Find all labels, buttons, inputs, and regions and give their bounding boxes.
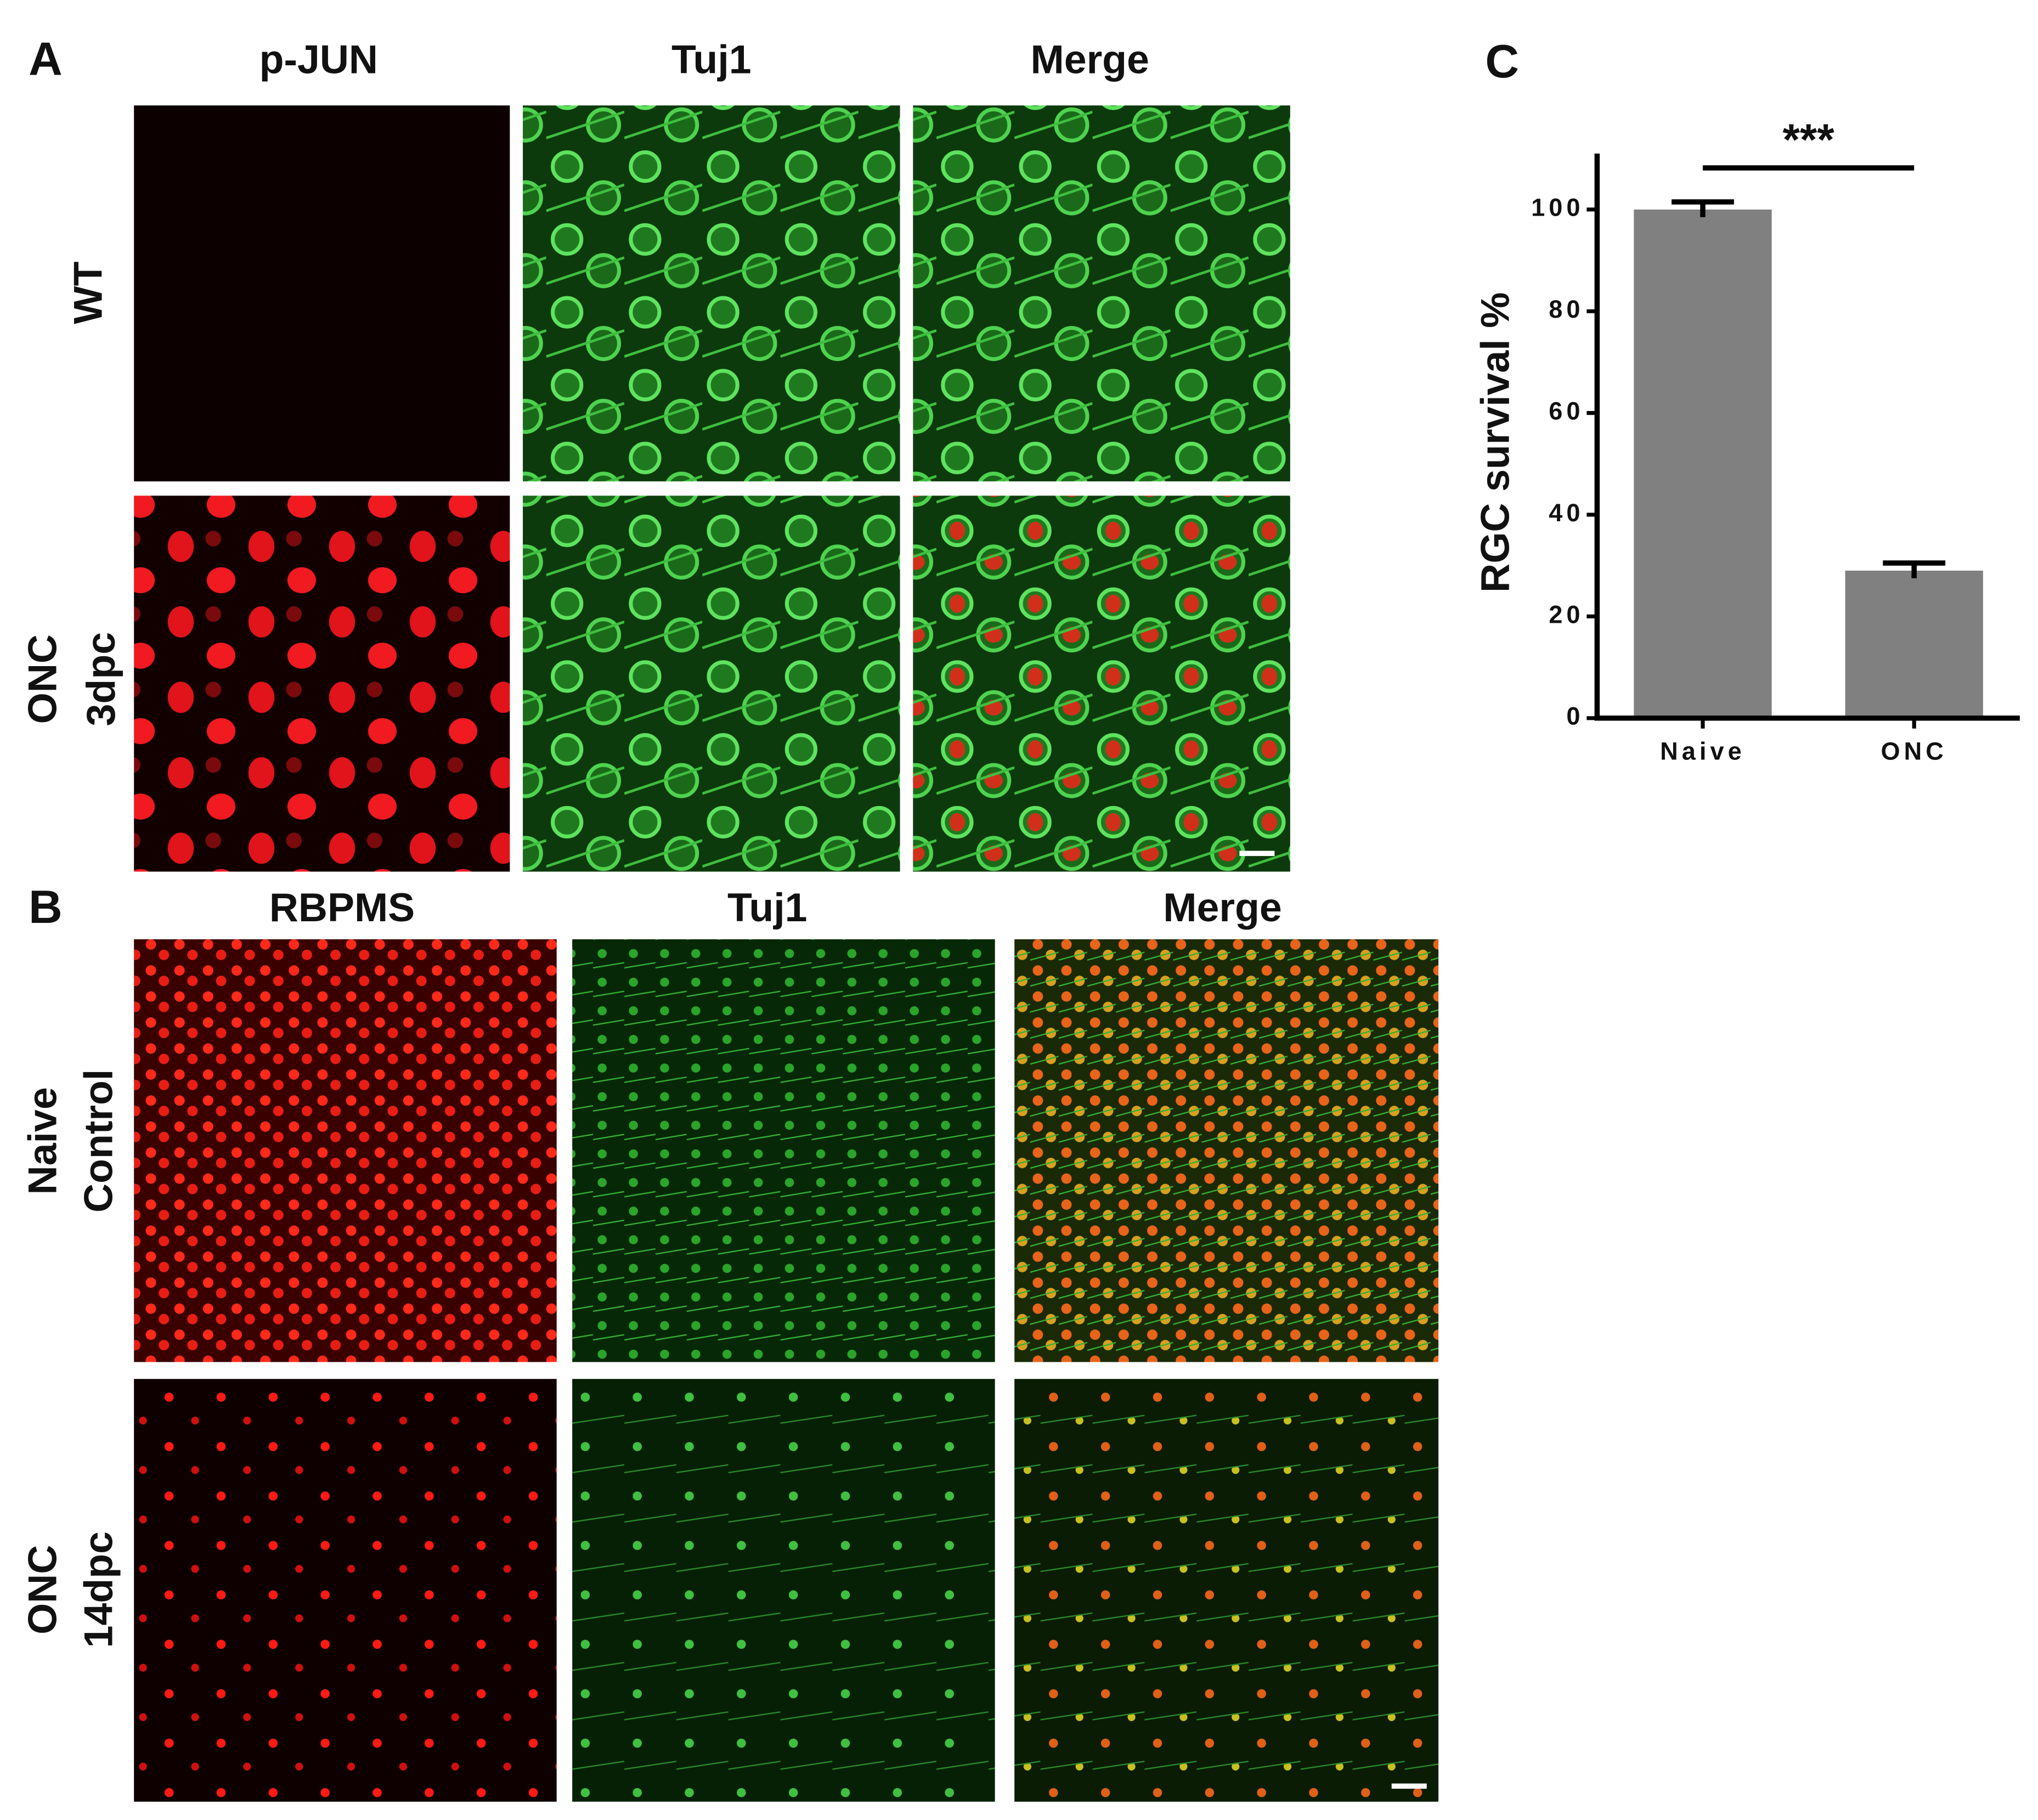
x-tick-label: Naive [1660,737,1746,765]
y-tick-label: 60 [1549,397,1584,425]
micrograph [1014,1379,1439,1802]
error-bar [1883,560,1946,578]
significance-label: *** [1783,115,1835,165]
micrograph [572,1379,995,1802]
x-tick-label: ONC [1881,737,1947,765]
panel-label: A [29,33,63,85]
panel-label: B [29,881,63,933]
micrograph [572,939,995,1362]
micrograph [134,495,510,872]
row-label: ONC [19,1545,65,1635]
y-tick-label: 100 [1531,194,1584,222]
micrograph [134,105,510,482]
micrograph [523,495,900,872]
bar [1634,209,1772,718]
row-label: 14dpc [75,1531,121,1648]
y-tick-label: 40 [1549,499,1584,527]
column-title: Merge [1030,36,1149,82]
micrograph [1014,939,1439,1362]
micrograph [913,105,1290,482]
y-tick-label: 0 [1566,702,1584,730]
row-label: Control [75,1069,121,1213]
column-title: Tuj1 [727,884,808,930]
bar-chart: 0 20 40 60 80 100 Naive ONC *** [1531,115,2020,765]
row-label: ONC [19,634,65,724]
micrograph [134,939,557,1362]
row-label: WT [65,261,110,324]
row-label: Naive [19,1087,65,1194]
y-tick-label: 80 [1549,295,1584,323]
row-label: 3dpc [78,632,123,726]
micrograph [523,105,900,482]
bar [1845,570,1983,718]
y-axis-label: RGC survival % [1472,292,1518,593]
error-bar [1672,199,1734,217]
micrograph [134,1379,557,1802]
column-title: Merge [1163,884,1281,930]
y-tick-label: 20 [1549,600,1584,628]
panel-label: C [1485,36,1519,88]
column-title: p-JUN [259,36,378,82]
micrograph [913,495,1290,872]
column-title: Tuj1 [671,36,752,82]
column-title: RBPMS [269,884,415,930]
